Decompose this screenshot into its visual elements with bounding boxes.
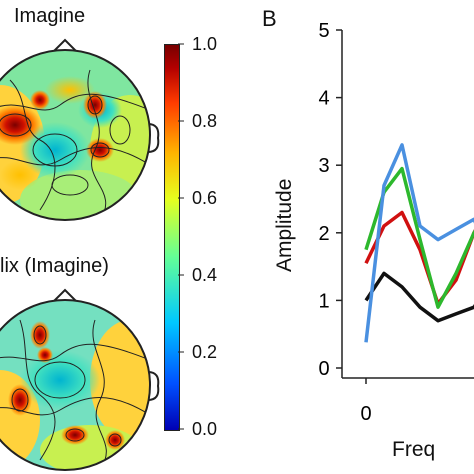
map-title-bottom: lix (Imagine) (0, 255, 109, 277)
colorbar-tick: 0.2 (192, 342, 218, 362)
y-tick-label: 1 (318, 290, 329, 312)
colorbar-tick: 0.4 (192, 265, 218, 285)
series-lines (364, 143, 474, 343)
y-tick-label: 0 (318, 358, 329, 380)
x-ticks: 0 (360, 378, 372, 425)
topomap-panel (0, 38, 160, 471)
y-tick-label: 4 (318, 88, 329, 110)
chart-axes (341, 30, 474, 379)
topomap-bottom (0, 288, 160, 471)
colorbar-tick: 0.0 (192, 419, 218, 439)
y-tick-label: 5 (318, 20, 329, 42)
topomap-top (0, 38, 160, 221)
colorbar-tick-marks (178, 43, 184, 430)
map-title-top: Imagine (14, 5, 86, 27)
colorbar (164, 44, 180, 431)
colorbar-tick: 0.6 (192, 188, 218, 208)
x-tick-label: 0 (360, 403, 371, 425)
series-line-0 (364, 271, 474, 323)
colorbar-tick: 1.0 (192, 34, 218, 54)
y-tick-label: 2 (318, 223, 329, 245)
panel-letter-b: B (262, 6, 277, 31)
colorbar-tick: 0.8 (192, 111, 218, 131)
y-tick-label: 3 (318, 155, 329, 177)
series-line-1 (364, 210, 474, 306)
series-line-2 (364, 166, 474, 309)
x-axis-label: Freq (392, 438, 436, 461)
y-ticks: 5 4 3 2 1 0 (318, 20, 342, 380)
series-line-3 (364, 143, 474, 343)
